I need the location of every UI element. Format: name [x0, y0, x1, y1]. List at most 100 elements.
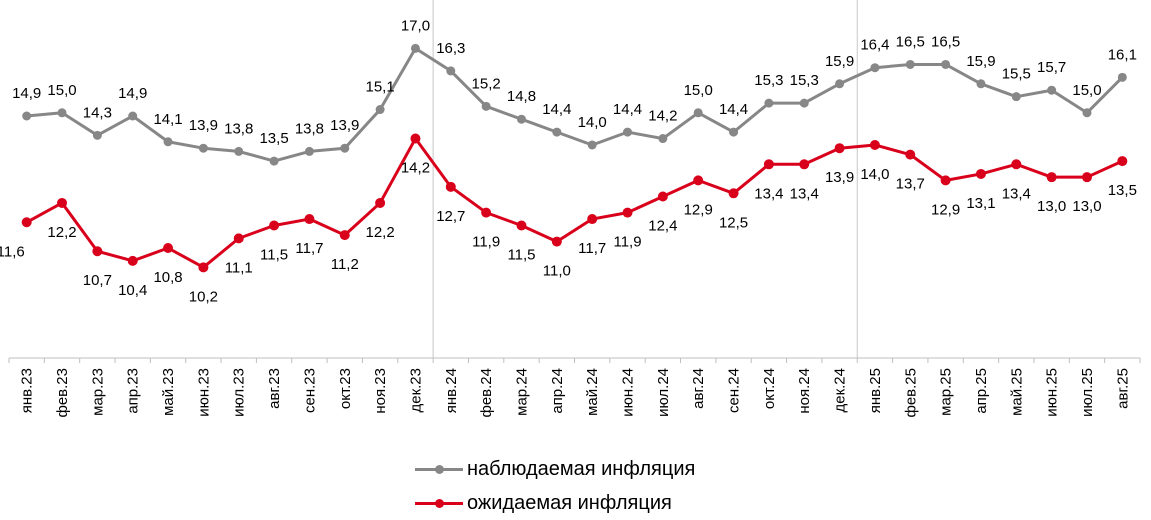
- data-point: [128, 111, 138, 121]
- data-label: 12,5: [719, 214, 748, 231]
- data-point: [1046, 172, 1057, 183]
- data-label: 14,3: [83, 104, 112, 121]
- x-tick-label: янв.25: [867, 368, 884, 413]
- x-tick-label: сен.24: [726, 368, 743, 413]
- data-label: 11,1: [225, 259, 253, 276]
- data-label: 14,4: [613, 101, 642, 118]
- data-point: [729, 127, 739, 137]
- data-point: [587, 140, 597, 150]
- data-labels: 14,9 15,0 14,3 14,9 14,1 13,9 13,8 13,5 13,8 13,9…: [0, 17, 1137, 305]
- x-tick-label: фев.23: [54, 368, 71, 418]
- data-label: 15,3: [790, 72, 819, 89]
- data-label: 15,0: [47, 82, 76, 99]
- data-point: [410, 133, 421, 144]
- data-point: [233, 233, 244, 244]
- data-point: [835, 79, 845, 89]
- x-tick-label: июл.23: [231, 368, 248, 417]
- x-tick-label: янв.23: [19, 368, 36, 413]
- data-label: 12,2: [366, 224, 395, 241]
- legend: наблюдаемая инфляция ожидаемая инфляция: [415, 452, 695, 520]
- inflation-line-chart: янв.23 фев.23 мар.23 апр.23 май.23 июн.23 июл.…: [0, 0, 1141, 418]
- x-tick-label: июн.24: [620, 368, 637, 417]
- data-point: [763, 159, 774, 170]
- data-point: [693, 108, 703, 118]
- data-label: 13,9: [189, 117, 218, 134]
- data-point: [905, 59, 915, 69]
- legend-marker-observed-icon: [415, 462, 463, 476]
- data-label: 12,2: [47, 224, 76, 241]
- data-point: [799, 159, 810, 170]
- data-label: 16,5: [896, 33, 925, 50]
- data-label: 11,9: [472, 234, 500, 251]
- data-label: 11,2: [331, 256, 359, 273]
- data-label: 15,3: [754, 72, 783, 89]
- data-label: 12,4: [648, 218, 677, 235]
- data-label: 14,8: [507, 88, 536, 105]
- data-label: 13,8: [295, 120, 324, 137]
- data-point: [1011, 92, 1021, 102]
- data-label: 14,2: [401, 160, 430, 177]
- data-point: [339, 230, 350, 241]
- data-point: [728, 188, 739, 199]
- data-point: [92, 246, 103, 257]
- data-label: 11,9: [613, 234, 641, 251]
- x-tick-label: апр.25: [973, 368, 990, 414]
- x-tick-label: фев.25: [902, 368, 919, 418]
- data-point: [622, 207, 633, 218]
- data-label: 14,9: [118, 85, 147, 102]
- data-point: [163, 137, 173, 147]
- data-label: 14,0: [578, 114, 607, 131]
- legend-item-observed[interactable]: наблюдаемая инфляция: [415, 452, 695, 486]
- observed-inflation-line: [26, 46, 1124, 163]
- data-point: [22, 111, 32, 121]
- data-point: [234, 146, 244, 156]
- data-label: 16,5: [931, 33, 960, 50]
- x-tick-label: ноя.24: [796, 368, 813, 414]
- data-point: [57, 108, 67, 118]
- data-point: [127, 255, 138, 266]
- data-point: [657, 191, 668, 202]
- data-point: [269, 220, 280, 231]
- data-label: 13,9: [330, 117, 359, 134]
- x-tick-label: июн.25: [1044, 368, 1061, 417]
- data-label: 15,9: [825, 53, 854, 70]
- data-label: 11,6: [0, 243, 25, 260]
- data-label: 16,3: [436, 40, 465, 57]
- data-label: 13,7: [896, 176, 925, 193]
- x-tick-label: дек.23: [407, 368, 424, 413]
- data-label: 13,5: [1108, 182, 1137, 199]
- data-label: 14,1: [153, 111, 182, 128]
- data-label: 15,0: [684, 82, 713, 99]
- data-point: [1117, 156, 1128, 167]
- data-label: 13,9: [825, 169, 854, 186]
- x-tick-label: ноя.23: [372, 368, 389, 414]
- data-point: [976, 79, 986, 89]
- data-label: 15,0: [1072, 82, 1101, 99]
- data-label: 11,0: [543, 263, 571, 280]
- data-label: 11,5: [260, 246, 288, 263]
- x-tick-label: дек.24: [832, 368, 849, 413]
- data-point: [1011, 159, 1022, 170]
- legend-item-expected[interactable]: ожидаемая инфляция: [415, 486, 695, 520]
- data-label: 14,2: [648, 108, 677, 125]
- x-tick-label: мар.24: [513, 368, 530, 416]
- data-point: [375, 197, 386, 208]
- x-tick-label: окт.24: [761, 368, 778, 409]
- data-label: 13,4: [1002, 185, 1031, 202]
- x-tick-label: авг.23: [266, 368, 283, 409]
- data-point: [269, 156, 279, 166]
- data-label: 11,7: [295, 240, 323, 257]
- x-tick-label: сен.23: [301, 368, 318, 413]
- data-point: [869, 139, 880, 150]
- data-point: [658, 134, 668, 144]
- x-tick-label: мар.25: [938, 368, 955, 416]
- data-point: [799, 98, 809, 108]
- data-point: [304, 214, 315, 225]
- data-label: 11,7: [578, 240, 606, 257]
- data-label: 13,4: [790, 185, 819, 202]
- data-label: 17,0: [401, 17, 430, 34]
- data-label: 16,1: [1108, 46, 1137, 63]
- expected-inflation-line: [25, 137, 1123, 269]
- data-label: 15,2: [472, 75, 501, 92]
- data-point: [21, 217, 32, 228]
